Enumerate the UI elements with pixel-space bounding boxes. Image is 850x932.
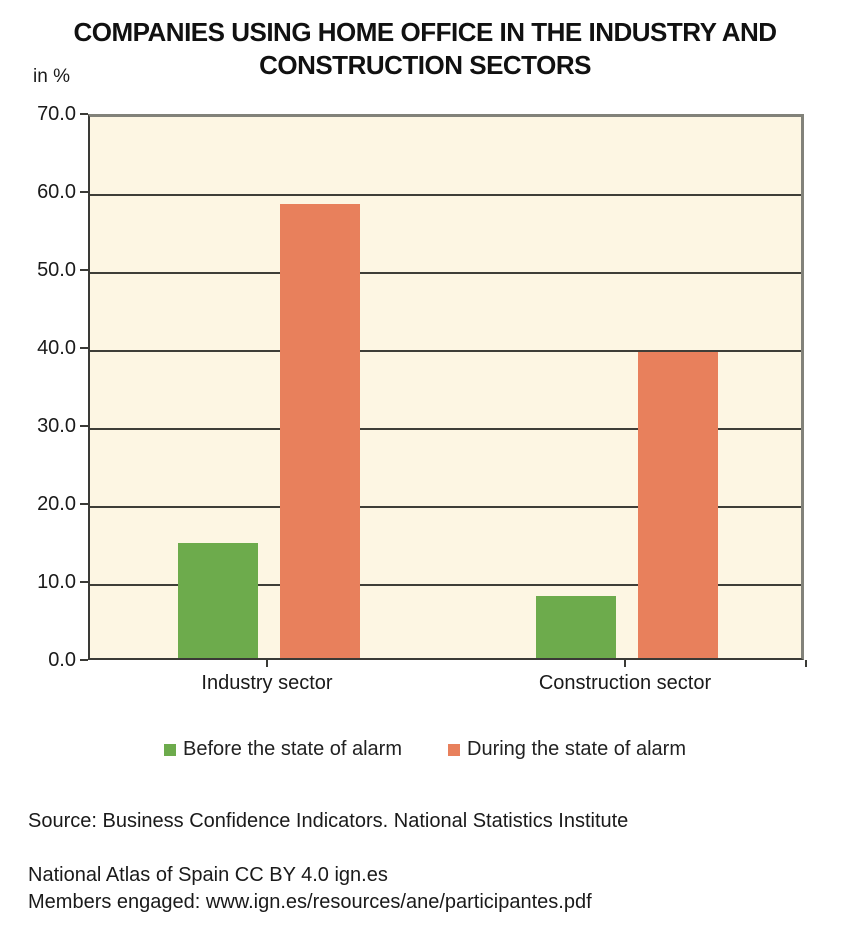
y-axis-label-70.0: 70.0 (37, 103, 76, 125)
gridline-40.0 (90, 350, 801, 352)
y-axis-tick-50.0 (80, 269, 88, 271)
x-axis-tick-2 (624, 660, 626, 667)
category-label-construction: Construction sector (538, 672, 712, 694)
bar-industry-sector-during (280, 204, 360, 658)
y-axis-tick-40.0 (80, 347, 88, 349)
legend-swatch-orange (448, 743, 460, 756)
y-axis-label-50.0: 50.0 (37, 259, 76, 281)
x-axis-tick-1 (266, 660, 268, 667)
legend-label-during: During the state of alarm (467, 738, 686, 760)
y-axis-tick-20.0 (80, 503, 88, 505)
y-axis-tick-60.0 (80, 191, 88, 193)
members-link-text: Members engaged: www.ign.es/resources/an… (28, 891, 592, 913)
y-axis-tick-30.0 (80, 425, 88, 427)
y-axis-label-20.0: 20.0 (37, 493, 76, 515)
y-axis-unit-label: in % (33, 66, 70, 87)
atlas-credit-text: National Atlas of Spain CC BY 4.0 ign.es (28, 864, 388, 886)
gridline-10.0 (90, 584, 801, 586)
y-axis-tick-70.0 (80, 113, 88, 115)
legend-label-before: Before the state of alarm (182, 738, 402, 760)
gridline-20.0 (90, 506, 801, 508)
gridline-30.0 (90, 428, 801, 430)
legend-swatch-green (163, 743, 176, 756)
y-axis-label-40.0: 40.0 (37, 337, 76, 359)
y-axis-tick-0.0 (80, 659, 88, 661)
source-text: Source: Business Confidence Indicators. … (28, 810, 629, 832)
plot-area (88, 114, 804, 660)
legend: Before the state of alarm During the sta… (0, 738, 850, 761)
y-axis-label-60.0: 60.0 (37, 181, 76, 203)
bar-industry-sector-before (178, 543, 258, 658)
y-axis-label-30.0: 30.0 (37, 415, 76, 437)
y-axis-label-10.0: 10.0 (37, 571, 76, 593)
category-label-industry: Industry sector (201, 672, 333, 694)
legend-item-during: During the state of alarm (448, 738, 686, 761)
x-axis-tick-end (805, 660, 807, 667)
bar-construction-sector-before (536, 596, 616, 658)
chart-title: COMPANIES USING HOME OFFICE IN THE INDUS… (73, 17, 777, 80)
legend-item-before: Before the state of alarm (163, 738, 402, 761)
gridline-50.0 (90, 272, 801, 274)
y-axis-tick-10.0 (80, 581, 88, 583)
gridline-60.0 (90, 194, 801, 196)
y-axis-label-0.0: 0.0 (48, 649, 76, 671)
bar-construction-sector-during (638, 352, 718, 658)
